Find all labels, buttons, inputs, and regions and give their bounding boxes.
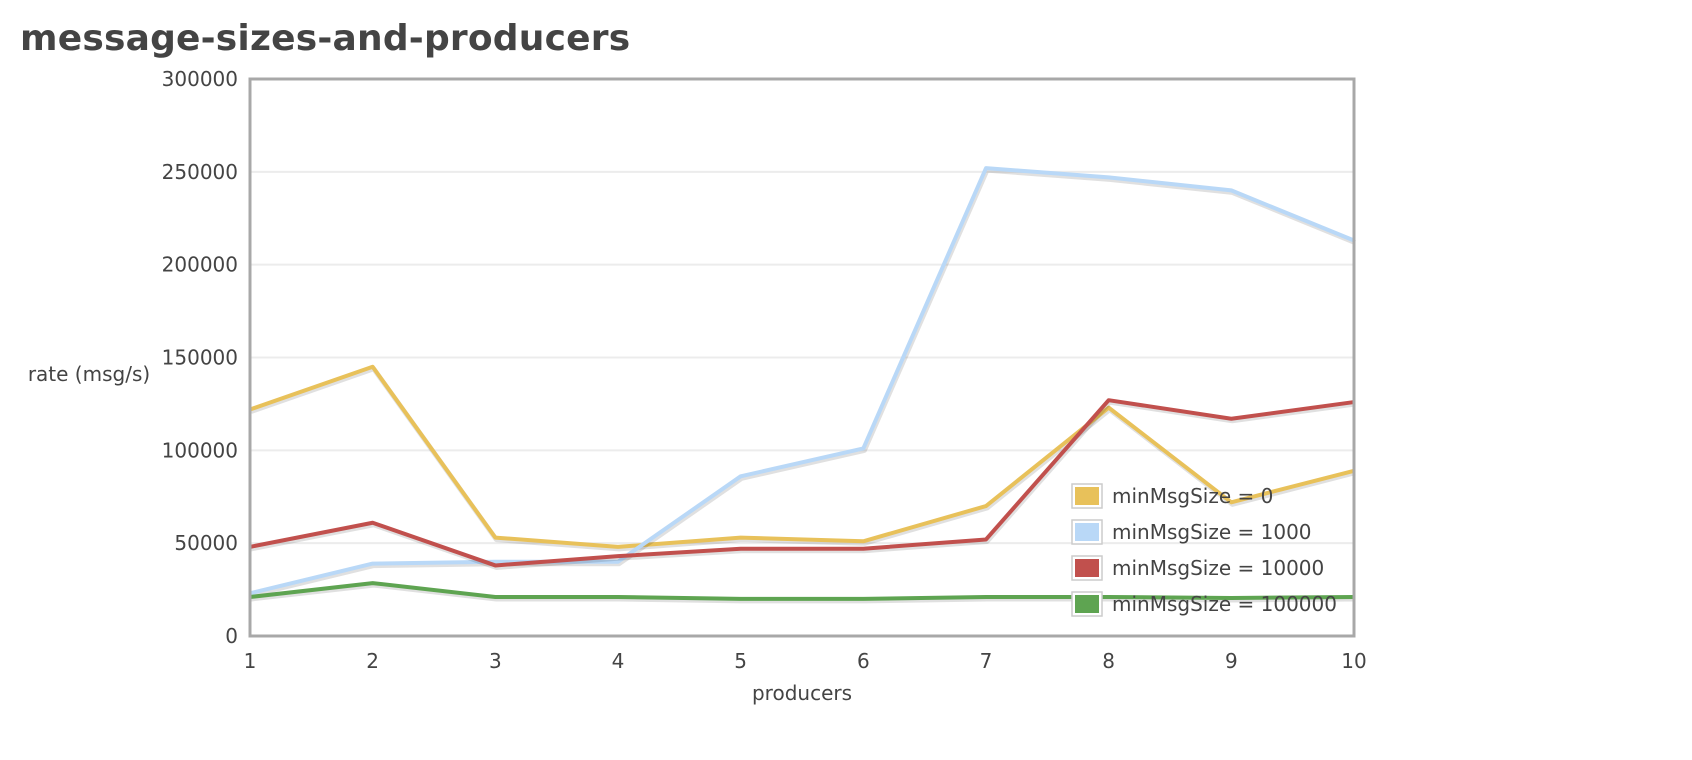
data-point [861,597,865,601]
x-tick-label: 5 [734,649,747,673]
data-point [861,547,865,551]
legend-label: minMsgSize = 0 [1112,484,1273,508]
data-point [739,597,743,601]
data-point [1107,398,1111,402]
data-point [616,554,620,558]
y-tick-label: 100000 [162,438,238,462]
data-point [616,595,620,599]
x-tick-label: 10 [1341,649,1366,673]
data-point [739,536,743,540]
legend-swatch [1075,487,1099,505]
data-point [371,581,375,585]
legend: minMsgSize = 0 minMsgSize = 1000 minMsgSiz… [1071,483,1337,617]
x-axis-ticks: 1 2 3 4 5 6 7 8 9 10 [244,649,1367,673]
legend-label: minMsgSize = 1000 [1112,520,1312,544]
series-line [249,166,1355,596]
series-lines [249,166,1356,604]
data-point [371,521,375,525]
x-tick-label: 6 [857,649,870,673]
legend-swatch [1075,559,1099,577]
data-point [493,563,497,567]
data-point [493,536,497,540]
y-tick-label: 300000 [162,67,238,91]
data-point [371,365,375,369]
x-tick-label: 8 [1102,649,1115,673]
x-tick-label: 9 [1225,649,1238,673]
x-tick-label: 3 [489,649,502,673]
y-axis-label: rate (msg/s) [28,362,150,386]
data-point [984,504,988,508]
series-0 [249,364,1356,552]
legend-label: minMsgSize = 10000 [1112,556,1324,580]
x-tick-label: 1 [244,649,257,673]
series-2 [249,398,1356,570]
legend-label: minMsgSize = 100000 [1112,592,1337,616]
x-tick-label: 2 [366,649,379,673]
data-point [371,562,375,566]
x-tick-label: 7 [980,649,993,673]
legend-item: minMsgSize = 10000 [1071,555,1324,581]
series-line [249,581,1355,601]
y-tick-label: 50000 [174,531,238,555]
y-tick-label: 150000 [162,346,238,370]
series-line [249,398,1355,568]
legend-item: minMsgSize = 1000 [1071,519,1312,545]
data-point [1107,175,1111,179]
y-axis-ticks: 0 50000 100000 150000 200000 250000 300000 [162,67,238,648]
data-point [861,446,865,450]
x-axis-label: producers [752,681,852,705]
data-point [1229,417,1233,421]
y-tick-label: 0 [225,624,238,648]
legend-item: minMsgSize = 0 [1071,483,1273,509]
data-point [1229,188,1233,192]
series-line [249,364,1355,549]
data-point [984,595,988,599]
data-point [739,474,743,478]
data-point [861,539,865,543]
plot-frame [248,77,1356,638]
y-tick-label: 250000 [162,160,238,184]
page-title: message-sizes-and-producers [20,18,631,59]
series-3 [249,581,1356,604]
legend-item: minMsgSize = 100000 [1071,591,1337,617]
y-tick-label: 200000 [162,253,238,277]
legend-swatch [1075,595,1099,613]
series-1 [249,166,1356,598]
x-tick-label: 4 [612,649,625,673]
data-point [1107,595,1111,599]
data-point [984,537,988,541]
data-point [984,166,988,170]
data-point [739,547,743,551]
data-point [616,545,620,549]
data-point [493,595,497,599]
legend-swatch [1075,523,1099,541]
